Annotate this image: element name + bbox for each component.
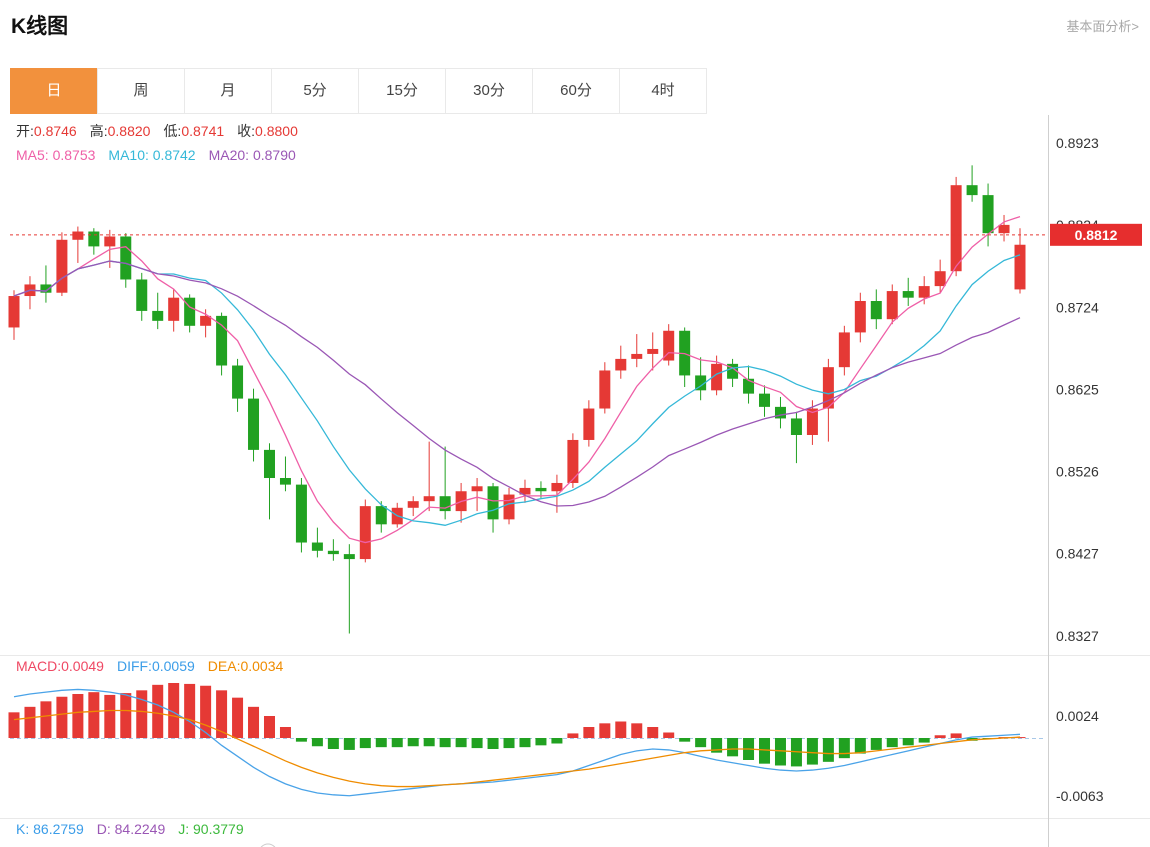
- svg-text:0.0024: 0.0024: [1056, 708, 1099, 724]
- tab-周[interactable]: 周: [97, 68, 185, 114]
- tab-60分[interactable]: 60分: [532, 68, 620, 114]
- macd-legend: MACD:0.0049 DIFF:0.0059 DEA:0.0034: [16, 658, 296, 674]
- svg-text:0.8327: 0.8327: [1056, 628, 1099, 644]
- legend-close: 收:0.8800: [237, 123, 298, 139]
- tab-4时[interactable]: 4时: [619, 68, 707, 114]
- tab-15分[interactable]: 15分: [358, 68, 446, 114]
- tab-5分[interactable]: 5分: [271, 68, 359, 114]
- legend-diff: DIFF:0.0059: [116, 658, 195, 674]
- legend-low: 低:0.8741: [163, 123, 225, 139]
- page-title: K线图: [11, 15, 69, 38]
- legend-k: K: 86.2759: [16, 821, 84, 837]
- svg-text:-0.0063: -0.0063: [1056, 788, 1104, 804]
- tab-bar: 日周月 5分 15分 30分 60分 4时: [10, 68, 707, 114]
- svg-text:0.8526: 0.8526: [1056, 463, 1099, 479]
- fundamental-analysis-link[interactable]: 基本面分析>: [1066, 19, 1139, 34]
- svg-text:0.8923: 0.8923: [1056, 135, 1099, 151]
- legend-ma20: MA20: 0.8790: [208, 147, 296, 163]
- ohlc-legend: 开:0.8746 高:0.8820 低:0.8741 收:0.8800: [16, 121, 311, 141]
- svg-text:0.8625: 0.8625: [1056, 382, 1099, 398]
- tab-30分[interactable]: 30分: [445, 68, 533, 114]
- tab-月[interactable]: 月: [184, 68, 272, 114]
- legend-open: 开:0.8746: [16, 123, 77, 139]
- legend-high: 高:0.8820: [89, 123, 151, 139]
- svg-text:0.8427: 0.8427: [1056, 545, 1099, 561]
- kdj-legend: K: 86.2759 D: 84.2249 J: 90.3779: [16, 821, 257, 837]
- legend-ma10: MA10: 0.8742: [108, 147, 196, 163]
- legend-ma5: MA5: 0.8753: [16, 147, 96, 163]
- legend-j: J: 90.3779: [178, 821, 244, 837]
- tab-日[interactable]: 日: [10, 68, 98, 114]
- svg-text:0.8812: 0.8812: [1075, 227, 1118, 243]
- legend-dea: DEA:0.0034: [207, 658, 284, 674]
- legend-d: D: 84.2249: [96, 821, 166, 837]
- svg-text:0.8724: 0.8724: [1056, 300, 1099, 316]
- legend-macd: MACD:0.0049: [16, 658, 104, 674]
- ma-legend: MA5: 0.8753 MA10: 0.8742 MA20: 0.8790: [16, 147, 309, 163]
